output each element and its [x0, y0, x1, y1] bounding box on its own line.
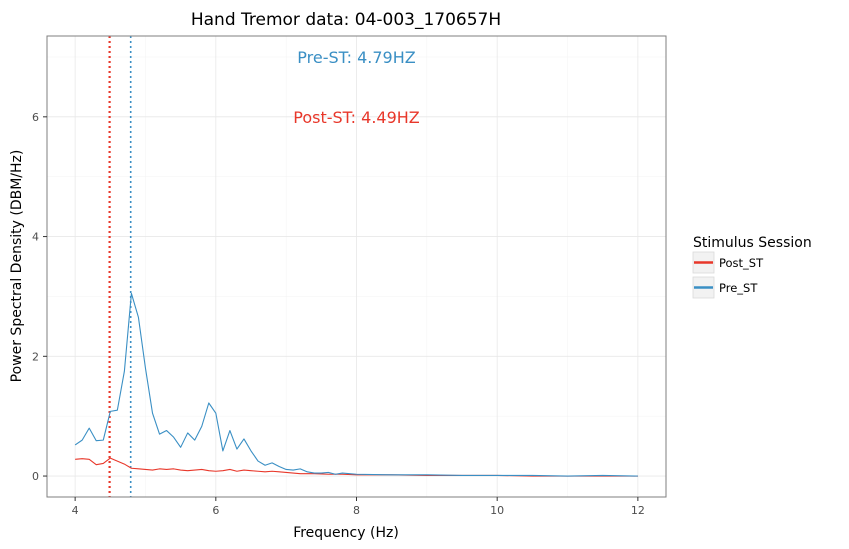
annotations: Pre-ST: 4.79HZ Post-ST: 4.49HZ — [293, 48, 420, 127]
x-tick-label: 10 — [490, 504, 504, 517]
series-lines — [74, 292, 638, 477]
y-tick-label: 6 — [32, 111, 39, 124]
y-tick-label: 4 — [32, 231, 39, 244]
annotation-post-st: Post-ST: 4.49HZ — [293, 108, 420, 127]
x-tick-label: 12 — [631, 504, 645, 517]
legend: Stimulus Session Post_ST Pre_ST — [692, 235, 812, 299]
series-line-pre-st — [74, 292, 638, 477]
y-axis-title: Power Spectral Density (DBM/Hz) — [9, 150, 25, 383]
chart-title: Hand Tremor data: 04-003_170657H — [191, 10, 501, 30]
x-axis-ticks: 4 6 8 10 12 — [72, 497, 645, 517]
legend-label-pre-st: Pre_ST — [719, 281, 758, 295]
legend-title: Stimulus Session — [693, 235, 812, 251]
annotation-pre-st: Pre-ST: 4.79HZ — [297, 48, 416, 67]
y-axis-ticks: 0 2 4 6 — [32, 111, 47, 483]
legend-label-post-st: Post_ST — [719, 256, 764, 270]
y-tick-label: 0 — [32, 470, 39, 483]
x-axis-title: Frequency (Hz) — [293, 525, 399, 541]
peak-lines — [108, 36, 132, 497]
x-tick-label: 8 — [353, 504, 360, 517]
x-tick-label: 4 — [72, 504, 79, 517]
y-tick-label: 2 — [32, 350, 39, 363]
x-tick-label: 6 — [212, 504, 219, 517]
